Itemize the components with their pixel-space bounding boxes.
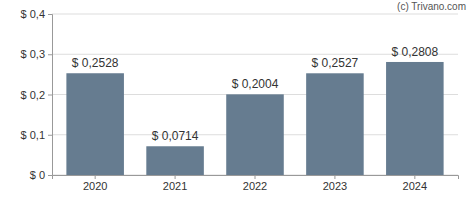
y-tick: $ 0,1 [21, 129, 52, 141]
y-tick-mark [48, 14, 52, 15]
bar [66, 73, 124, 175]
bars [66, 62, 443, 175]
x-tick-label: 2020 [83, 180, 107, 192]
y-tick: $ 0,4 [21, 8, 52, 20]
y-tick-mark [48, 135, 52, 136]
data-label: $ 0,0714 [152, 129, 199, 143]
x-tick: 2022 [243, 175, 267, 192]
bar [306, 73, 364, 175]
annotation: (c) Trivano.com [397, 1, 466, 12]
x-tick: 2024 [403, 175, 427, 192]
data-label: $ 0,2004 [232, 77, 279, 91]
chart: $ 0$ 0,1$ 0,2$ 0,3$ 0,420202021202220232… [0, 0, 470, 200]
y-axis-line [48, 15, 53, 176]
data-label: $ 0,2528 [72, 56, 119, 70]
y-tick: $ 0,3 [21, 48, 52, 60]
bar [226, 94, 284, 175]
y-tick-label: $ 0 [30, 169, 45, 181]
x-tick-label: 2021 [163, 180, 187, 192]
y-tick-label: $ 0,1 [21, 129, 45, 141]
x-tick-label: 2024 [403, 180, 427, 192]
bar [386, 62, 444, 175]
y-tick-label: $ 0,4 [21, 8, 45, 20]
y-tick-mark [48, 54, 52, 55]
y-tick-mark [48, 95, 52, 96]
x-tick: 2020 [83, 175, 107, 192]
x-tick-mark [95, 175, 96, 179]
grid [52, 14, 458, 175]
x-tick-mark [334, 175, 335, 179]
y-tick: $ 0,2 [21, 89, 52, 101]
data-label: $ 0,2808 [391, 45, 438, 59]
grid-line [52, 14, 458, 15]
plot: $ 0$ 0,1$ 0,2$ 0,3$ 0,420202021202220232… [21, 8, 459, 192]
x-tick-mark [255, 175, 256, 179]
y-axis: $ 0 $ 0,1 $ 0,2 $ 0,3 $ 0,4 [21, 8, 53, 181]
x-tick-mark [414, 175, 415, 179]
y-tick: $ 0 [30, 169, 52, 181]
x-tick: 2021 [163, 175, 187, 192]
data-label: $ 0,2527 [312, 56, 359, 70]
x-tick-label: 2023 [323, 180, 347, 192]
x-tick-label: 2022 [243, 180, 267, 192]
bar [146, 146, 204, 175]
x-tick: 2023 [323, 175, 347, 192]
y-tick-label: $ 0,2 [21, 89, 45, 101]
y-tick-mark [48, 175, 52, 176]
y-tick-label: $ 0,3 [21, 48, 45, 60]
data-labels: $ 0,2528 $ 0,0714 $ 0,2004 $ 0,2527 $ 0,2808 [72, 45, 439, 143]
x-axis: 2020 2021 2022 2023 2024 [53, 175, 459, 192]
x-axis-line [53, 176, 459, 180]
x-tick-mark [175, 175, 176, 179]
